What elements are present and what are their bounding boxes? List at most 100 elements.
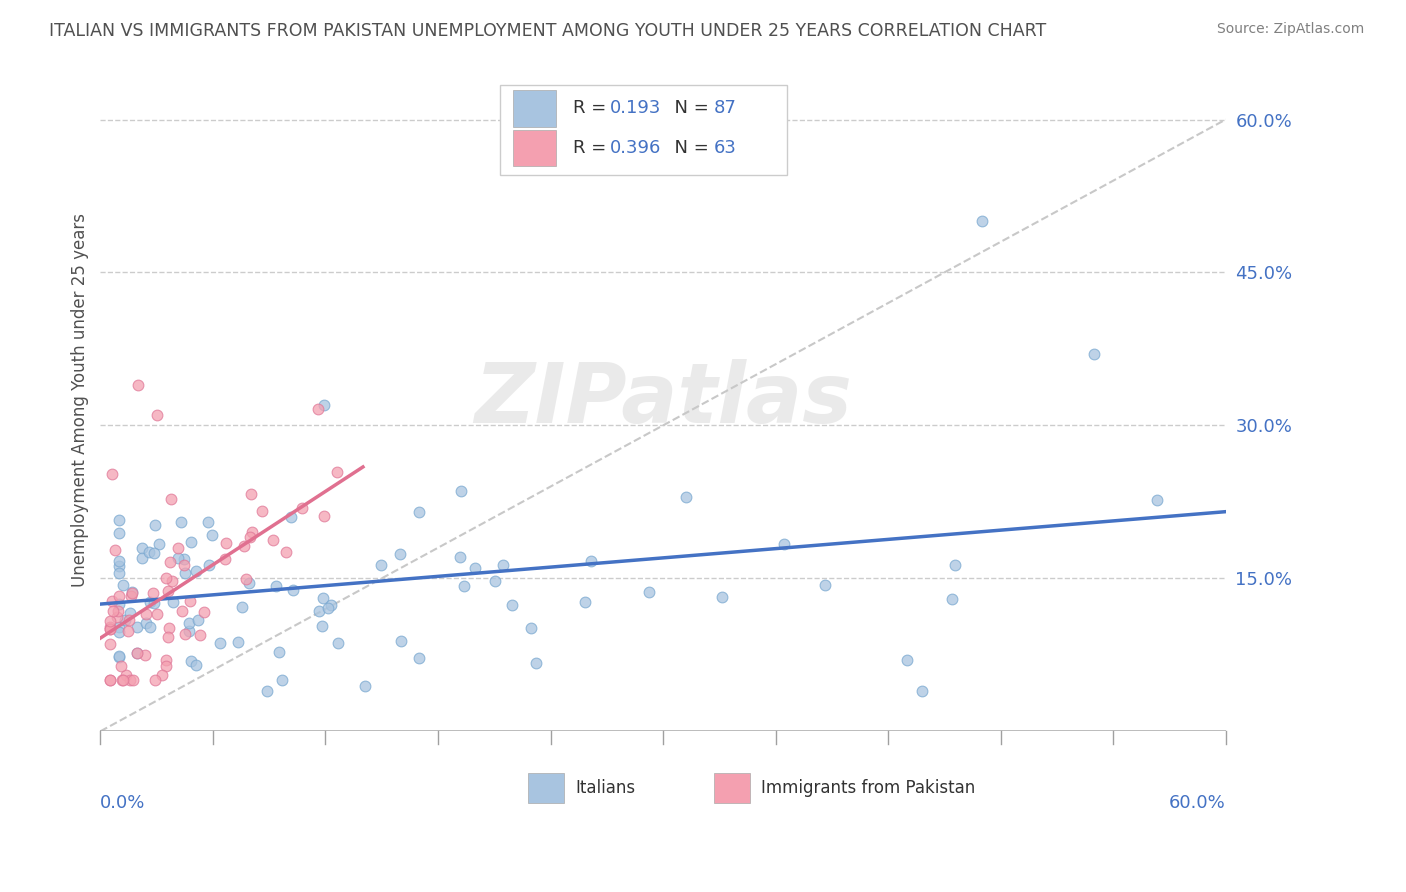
Point xyxy=(157,622,180,636)
Point xyxy=(177,615,200,630)
Point xyxy=(269,645,291,659)
Point xyxy=(108,648,131,663)
Point xyxy=(134,648,156,662)
Point xyxy=(180,654,202,668)
Point xyxy=(115,668,138,682)
Point xyxy=(139,620,162,634)
Point xyxy=(155,571,177,585)
Point xyxy=(174,627,197,641)
Point xyxy=(120,606,142,620)
Point xyxy=(101,594,124,608)
Point xyxy=(524,656,547,670)
Point xyxy=(127,377,149,392)
Point xyxy=(328,636,350,650)
Text: 0.396: 0.396 xyxy=(610,139,662,157)
Point xyxy=(143,546,166,560)
Point xyxy=(238,576,260,591)
Point xyxy=(307,402,329,417)
Point xyxy=(98,673,121,688)
Point xyxy=(675,490,697,504)
Point xyxy=(155,658,177,673)
Point xyxy=(186,564,208,578)
Point xyxy=(131,541,153,556)
Point xyxy=(150,668,173,682)
Point xyxy=(291,500,314,515)
Point xyxy=(117,624,139,638)
Point xyxy=(388,547,411,561)
Point xyxy=(131,551,153,566)
Point xyxy=(120,590,142,604)
Point xyxy=(312,591,335,605)
Point xyxy=(98,673,121,688)
Point xyxy=(108,650,131,665)
Point xyxy=(266,579,288,593)
Point xyxy=(262,533,284,548)
Point xyxy=(326,465,349,479)
Point xyxy=(104,543,127,558)
Point xyxy=(1146,492,1168,507)
Point xyxy=(98,622,121,636)
Text: N =: N = xyxy=(664,99,714,117)
Point xyxy=(166,550,188,565)
Point xyxy=(142,596,165,610)
Point xyxy=(773,536,796,550)
Point xyxy=(160,574,183,588)
Point xyxy=(235,572,257,586)
Point xyxy=(970,214,993,228)
Point xyxy=(814,577,837,591)
Point xyxy=(638,584,661,599)
Point xyxy=(240,524,263,539)
Point xyxy=(120,673,142,688)
Point xyxy=(143,518,166,533)
Point xyxy=(408,650,430,665)
Point xyxy=(312,508,335,523)
Point xyxy=(98,622,121,636)
FancyBboxPatch shape xyxy=(714,772,749,803)
Point xyxy=(112,673,135,688)
Point xyxy=(209,635,232,649)
Point xyxy=(98,614,121,628)
Point xyxy=(108,597,131,611)
Point xyxy=(274,545,297,559)
Point xyxy=(1083,347,1105,361)
Text: 60.0%: 60.0% xyxy=(1168,794,1226,813)
Point xyxy=(107,589,129,603)
Text: Source: ZipAtlas.com: Source: ZipAtlas.com xyxy=(1216,22,1364,37)
Point xyxy=(450,484,472,499)
Point xyxy=(127,646,149,660)
Point xyxy=(492,558,515,573)
Point xyxy=(135,607,157,622)
Point xyxy=(101,467,124,481)
Point xyxy=(180,535,202,549)
Point xyxy=(108,559,131,574)
Point xyxy=(142,586,165,600)
Text: Immigrants from Pakistan: Immigrants from Pakistan xyxy=(761,779,976,797)
Point xyxy=(214,552,236,566)
Point xyxy=(186,657,208,672)
Point xyxy=(98,637,121,651)
Point xyxy=(711,590,734,604)
Point xyxy=(943,558,966,572)
Point xyxy=(911,683,934,698)
Point xyxy=(121,584,143,599)
Point xyxy=(173,558,195,573)
Point xyxy=(197,515,219,529)
Point xyxy=(215,536,238,550)
Point xyxy=(159,491,181,506)
Point xyxy=(308,604,330,618)
Point xyxy=(101,604,124,618)
Point xyxy=(166,541,188,555)
Point xyxy=(270,673,292,687)
FancyBboxPatch shape xyxy=(513,130,557,166)
Point xyxy=(389,634,412,648)
Point xyxy=(256,683,278,698)
Point xyxy=(311,619,333,633)
Point xyxy=(574,595,596,609)
Point xyxy=(501,598,523,612)
Point xyxy=(579,554,602,568)
FancyBboxPatch shape xyxy=(501,85,787,175)
Point xyxy=(464,561,486,575)
Point xyxy=(173,566,195,580)
Text: 63: 63 xyxy=(714,139,737,157)
Point xyxy=(105,610,128,624)
